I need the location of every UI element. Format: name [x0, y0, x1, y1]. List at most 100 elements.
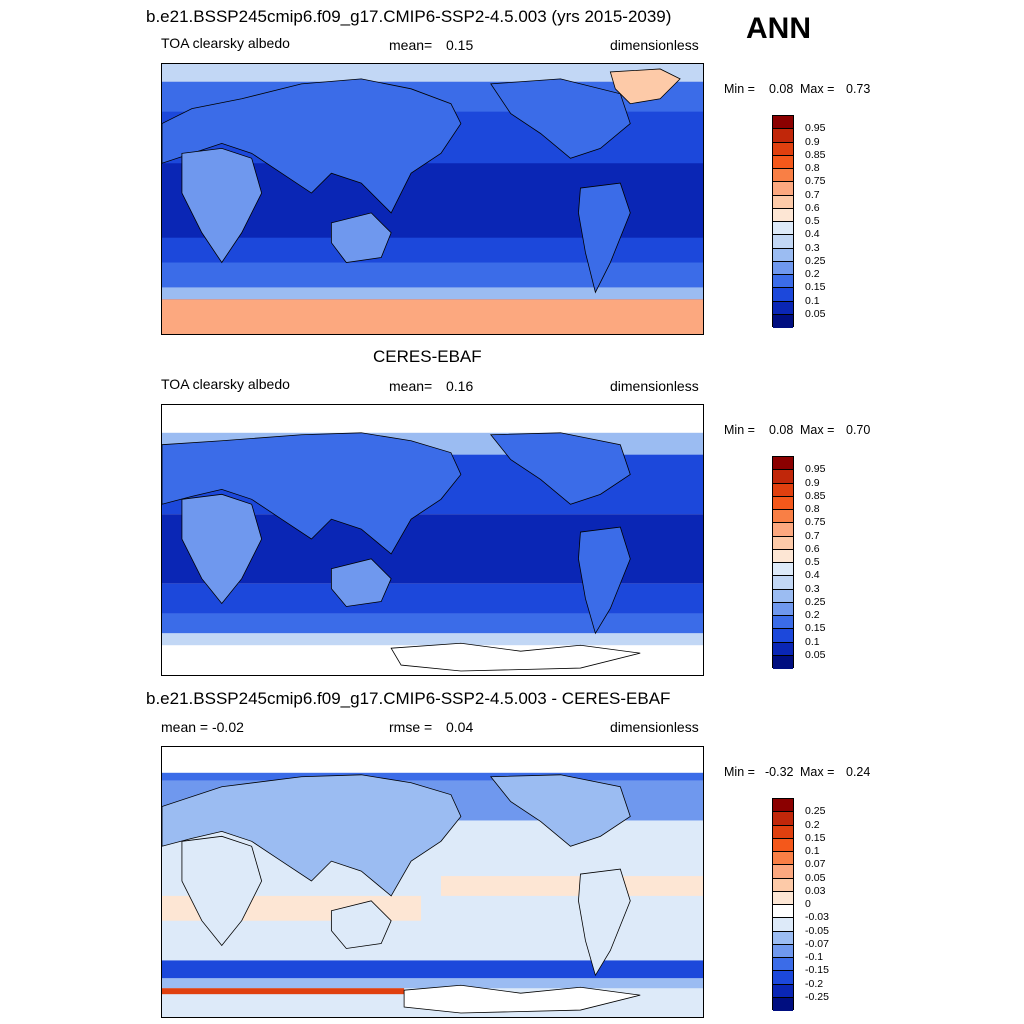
- colorbar-swatch: [773, 878, 793, 892]
- colorbar-swatch: [773, 838, 793, 852]
- season-label: ANN: [746, 12, 811, 45]
- colorbar-tick-label: 0.5: [805, 215, 820, 227]
- panel-3-max-value: 0.24: [846, 765, 871, 779]
- panel-2-min-label: Min =: [724, 423, 755, 437]
- colorbar-tick-label: 0.1: [805, 845, 820, 857]
- panel-1-mean-label: mean=: [389, 37, 433, 53]
- colorbar-tick-label: 0.1: [805, 294, 820, 307]
- colorbar-swatch: [773, 812, 793, 826]
- panel-2-min-value: 0.08: [769, 423, 794, 437]
- colorbar-tick-label: 0: [805, 898, 811, 910]
- colorbar-tick-label: 0.2: [805, 818, 820, 831]
- colorbar-tick-label: -0.15: [805, 964, 829, 977]
- colorbar-swatch: [773, 589, 793, 603]
- panel-1-max-label: Max =: [800, 82, 835, 96]
- panel-1-title: b.e21.BSSP245cmip6.f09_g17.CMIP6-SSP2-4.…: [146, 7, 672, 26]
- colorbar-tick-label: 0.9: [805, 135, 820, 148]
- colorbar-swatch: [773, 457, 793, 471]
- colorbar-tick-label: 0.1: [805, 635, 820, 648]
- colorbar-swatch: [773, 918, 793, 932]
- panel-2-max-label: Max =: [800, 423, 835, 437]
- panel-2-units: dimensionless: [610, 378, 699, 394]
- colorbar-tick-label: 0.75: [805, 175, 826, 188]
- colorbar-tick-label: 0.15: [805, 281, 826, 294]
- colorbar-swatch: [773, 997, 793, 1011]
- colorbar-swatch: [773, 195, 793, 209]
- colorbar-tick-label: 0.4: [805, 569, 820, 582]
- colorbar-tick-label: 0.6: [805, 201, 820, 214]
- panel-3-map: [161, 746, 704, 1018]
- colorbar-swatch: [773, 905, 793, 919]
- panel-2-title: CERES-EBAF: [373, 347, 482, 366]
- colorbar-swatch: [773, 891, 793, 905]
- colorbar-tick-label: 0.5: [805, 556, 820, 568]
- colorbar-swatch: [773, 208, 793, 222]
- colorbar-swatch: [773, 958, 793, 972]
- panel-1-max-value: 0.73: [846, 82, 871, 96]
- colorbar-swatch: [773, 301, 793, 315]
- colorbar-swatch: [773, 865, 793, 879]
- colorbar-tick-label: -0.2: [805, 977, 824, 990]
- colorbar-swatch: [773, 825, 793, 839]
- panel-2-mean-value: 0.16: [446, 378, 474, 394]
- colorbar-swatch: [773, 852, 793, 866]
- colorbar-swatch: [773, 602, 793, 616]
- panel-1-units: dimensionless: [610, 37, 699, 53]
- colorbar-swatch: [773, 984, 793, 998]
- panel-1-mean-value: 0.15: [446, 37, 474, 53]
- panel-3-rmse-label: rmse =: [389, 719, 433, 735]
- colorbar-swatch: [773, 129, 793, 143]
- colorbar-swatch: [773, 470, 793, 484]
- panel-1-variable: TOA clearsky albedo: [161, 35, 290, 51]
- colorbar-swatch: [773, 155, 793, 169]
- colorbar-tick-label: 0.4: [805, 228, 820, 241]
- colorbar-tick-label: -0.07: [805, 937, 829, 950]
- colorbar-tick-label: -0.1: [805, 951, 824, 963]
- colorbar-tick-label: 0.7: [805, 529, 820, 542]
- colorbar-swatch: [773, 536, 793, 550]
- colorbar-swatch: [773, 261, 793, 275]
- colorbar-tick-label: 0.25: [805, 595, 826, 608]
- colorbar-swatch: [773, 563, 793, 577]
- panel-2-map: [161, 404, 704, 676]
- colorbar-tick-label: 0.3: [805, 241, 820, 254]
- colorbar-tick-label: 0.2: [805, 268, 820, 280]
- colorbar-swatch: [773, 576, 793, 590]
- colorbar-tick-label: 0.85: [805, 489, 826, 502]
- colorbar-swatch: [773, 248, 793, 262]
- panel-2-max-value: 0.70: [846, 423, 871, 437]
- colorbar-swatch: [773, 169, 793, 183]
- colorbar-tick-label: 0.8: [805, 503, 820, 515]
- colorbar-swatch: [773, 944, 793, 958]
- colorbar-swatch: [773, 222, 793, 236]
- panel-2-mean-label: mean=: [389, 378, 433, 394]
- colorbar-tick-label: 0.05: [805, 648, 826, 661]
- colorbar-swatch: [773, 275, 793, 289]
- colorbar-tick-label: 0.75: [805, 516, 826, 529]
- colorbar-swatch: [773, 799, 793, 813]
- colorbar-swatch: [773, 483, 793, 497]
- colorbar-tick-label: 0.8: [805, 162, 820, 174]
- colorbar-swatch: [773, 182, 793, 196]
- colorbar-swatch: [773, 142, 793, 156]
- panel-3-title: b.e21.BSSP245cmip6.f09_g17.CMIP6-SSP2-4.…: [146, 689, 671, 708]
- colorbar-swatch: [773, 496, 793, 510]
- colorbar-tick-label: 0.25: [805, 254, 826, 267]
- colorbar-tick-label: 0.2: [805, 609, 820, 621]
- colorbar-swatch: [773, 116, 793, 130]
- panel-1-map: [161, 63, 704, 335]
- colorbar-tick-label: 0.6: [805, 542, 820, 555]
- colorbar-tick-label: 0.05: [805, 307, 826, 320]
- panel-1-min-value: 0.08: [769, 82, 794, 96]
- colorbar-tick-label: -0.03: [805, 911, 829, 924]
- colorbar-swatch: [773, 314, 793, 328]
- panel-3-min-value: -0.32: [765, 765, 794, 779]
- colorbar-tick-label: 0.15: [805, 622, 826, 635]
- panel-3-units: dimensionless: [610, 719, 699, 735]
- panel-3-mean: mean = -0.02: [161, 719, 244, 735]
- colorbar-swatch: [773, 642, 793, 656]
- colorbar-tick-label: 0.9: [805, 476, 820, 489]
- colorbar-swatch: [773, 971, 793, 985]
- colorbar-tick-label: 0.95: [805, 463, 826, 476]
- panel-3-colorbar: [772, 798, 794, 1011]
